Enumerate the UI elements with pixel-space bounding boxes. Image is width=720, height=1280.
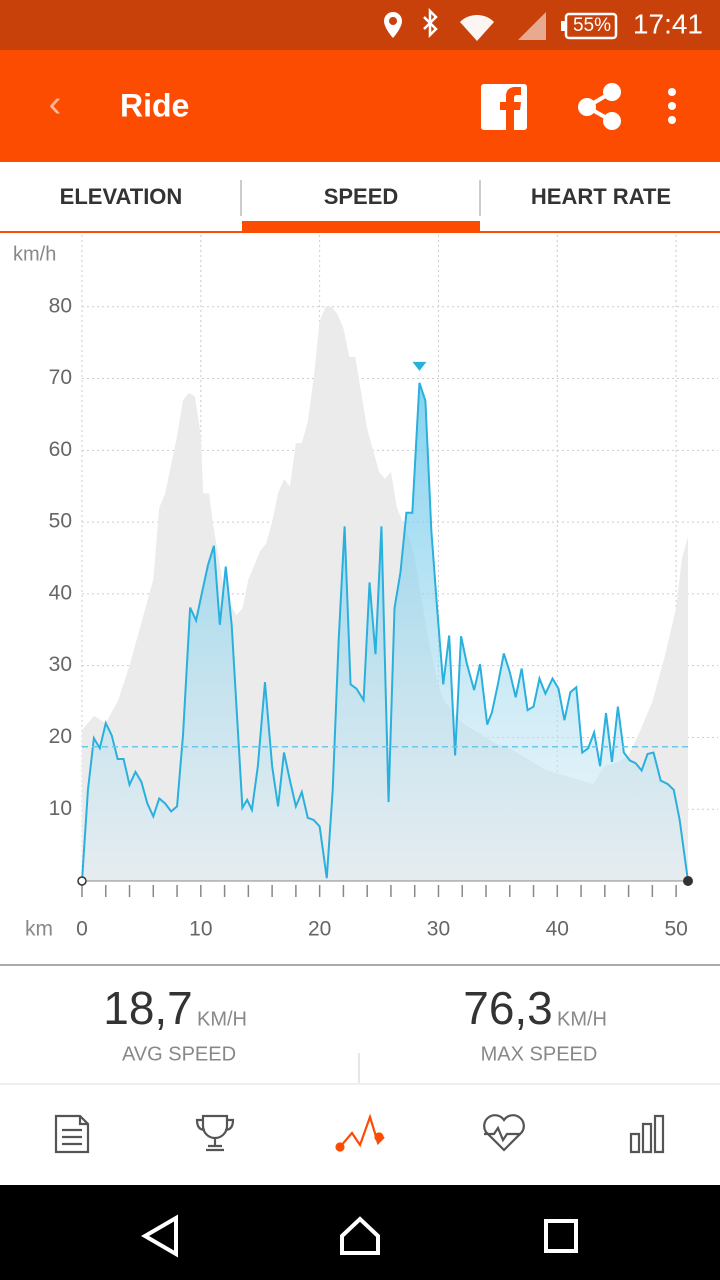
nav-achievements[interactable] bbox=[195, 1114, 235, 1152]
stat-value: 18,7 bbox=[103, 982, 193, 1034]
max-marker bbox=[412, 361, 427, 371]
y-tick-label: 20 bbox=[49, 725, 72, 748]
nav-stats[interactable] bbox=[629, 1114, 665, 1154]
stat-unit: KM/H bbox=[557, 1008, 607, 1030]
stat-label: AVG SPEED bbox=[122, 1043, 236, 1065]
y-tick-label: 40 bbox=[49, 581, 72, 604]
nav-heart-rate[interactable] bbox=[483, 1114, 525, 1152]
y-tick-label: 30 bbox=[49, 653, 72, 676]
clock: 17:41 bbox=[633, 8, 703, 39]
status-bar bbox=[0, 0, 720, 50]
home[interactable] bbox=[340, 1216, 380, 1255]
back-button[interactable]: ‹ bbox=[49, 83, 62, 125]
tab-bar bbox=[0, 162, 720, 232]
recents[interactable] bbox=[544, 1219, 578, 1253]
area bbox=[82, 382, 688, 881]
stat-value: 76,3 bbox=[463, 982, 553, 1034]
bottom-nav bbox=[54, 1113, 665, 1154]
y-tick-label: 80 bbox=[49, 294, 72, 317]
x-tick-label: 50 bbox=[664, 918, 687, 941]
chart: 10 20 30 40 50 60 70 80 0 10 20 30 40 50 bbox=[49, 235, 718, 941]
y-tick-label: 70 bbox=[49, 366, 72, 389]
menu-button[interactable] bbox=[668, 88, 676, 124]
tab-indicator bbox=[242, 221, 480, 232]
x-axis-label: km bbox=[25, 918, 53, 941]
x-tick-label: 40 bbox=[546, 918, 569, 941]
stat-label: MAX SPEED bbox=[481, 1043, 598, 1065]
x-tick-label: 10 bbox=[189, 918, 212, 941]
app-title: Ride bbox=[120, 87, 189, 123]
tab-selected[interactable]: SPEED bbox=[324, 184, 399, 209]
tab[interactable]: HEART RATE bbox=[531, 184, 671, 209]
start-point bbox=[77, 876, 87, 886]
x-tick-label: 20 bbox=[308, 918, 331, 941]
y-tick-label: 10 bbox=[49, 797, 72, 820]
x-tick-label: 0 bbox=[76, 918, 88, 941]
facebook-button[interactable] bbox=[481, 84, 527, 130]
share-button[interactable] bbox=[578, 83, 621, 130]
line bbox=[81, 382, 689, 882]
y-tick-label: 60 bbox=[49, 438, 72, 461]
tab[interactable]: ELEVATION bbox=[60, 184, 183, 209]
y-tick-label: 50 bbox=[49, 510, 72, 533]
tab-underline bbox=[0, 231, 720, 233]
app-bar bbox=[0, 50, 720, 162]
nav-overview[interactable] bbox=[54, 1114, 90, 1154]
battery: 55% bbox=[573, 15, 611, 36]
end-point bbox=[683, 876, 693, 886]
system-buttons bbox=[141, 1214, 578, 1258]
nav-analysis[interactable] bbox=[335, 1113, 385, 1152]
x-tick-label: 30 bbox=[427, 918, 450, 941]
stat-unit: KM/H bbox=[197, 1008, 247, 1030]
y-axis-label: km/h bbox=[13, 243, 56, 265]
status-icons bbox=[384, 7, 618, 41]
back[interactable] bbox=[141, 1214, 178, 1258]
system-nav bbox=[0, 1185, 720, 1280]
